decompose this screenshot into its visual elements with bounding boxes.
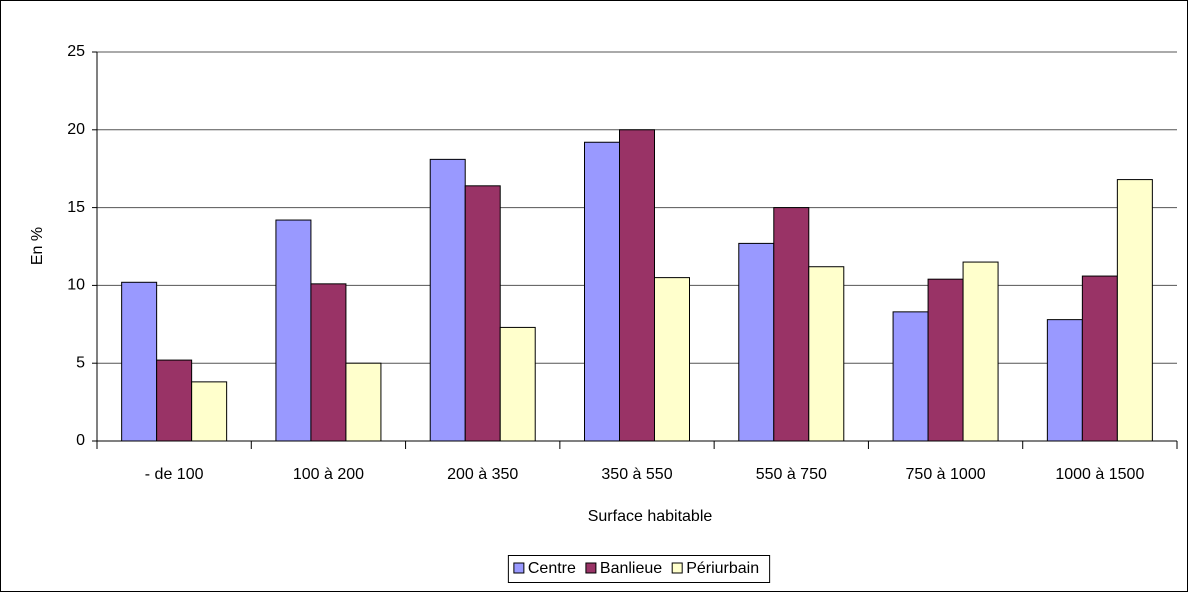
- bar: [619, 129, 655, 442]
- x-tick-label: 100 à 200: [293, 466, 364, 483]
- bar: [156, 359, 193, 442]
- y-axis-label: En %: [29, 227, 46, 265]
- bar: [310, 283, 347, 442]
- x-axis-label: Surface habitable: [588, 508, 713, 525]
- legend-swatch: [585, 562, 597, 574]
- x-tick-label: 1000 à 1500: [1055, 466, 1144, 483]
- bar: [1046, 319, 1083, 442]
- bar: [499, 326, 536, 442]
- bar: [808, 266, 845, 442]
- bar: [191, 381, 228, 442]
- y-tick-label: 5: [76, 354, 85, 371]
- bar: [654, 277, 690, 442]
- legend-label: Banlieue: [600, 560, 662, 577]
- y-tick-label: 20: [67, 121, 85, 138]
- bar: [892, 311, 929, 442]
- legend-swatch: [513, 562, 525, 574]
- y-tick-label: 0: [76, 432, 85, 449]
- bar: [121, 281, 158, 442]
- legend-label: Périurbain: [686, 560, 759, 577]
- bar: [1116, 179, 1153, 442]
- bar: [773, 207, 810, 442]
- y-tick-label: 25: [67, 43, 85, 60]
- bar: [429, 158, 466, 442]
- x-tick-label: 750 à 1000: [906, 466, 986, 483]
- legend-box: [507, 555, 771, 583]
- y-tick-label: 15: [67, 199, 85, 216]
- bar: [584, 141, 620, 442]
- bar: [275, 219, 312, 442]
- bar: [464, 185, 501, 442]
- x-tick-label: 200 à 350: [447, 466, 518, 483]
- y-tick-label: 10: [67, 277, 85, 294]
- x-tick-label: 350 à 550: [601, 466, 672, 483]
- x-tick-label: - de 100: [145, 466, 204, 483]
- bar: [738, 242, 775, 442]
- legend-swatch: [671, 562, 683, 574]
- bar: [962, 261, 999, 442]
- x-tick-label: 550 à 750: [756, 466, 827, 483]
- legend-label: Centre: [528, 560, 576, 577]
- bar: [1081, 275, 1118, 442]
- bar: [927, 278, 964, 442]
- bar: [345, 362, 382, 442]
